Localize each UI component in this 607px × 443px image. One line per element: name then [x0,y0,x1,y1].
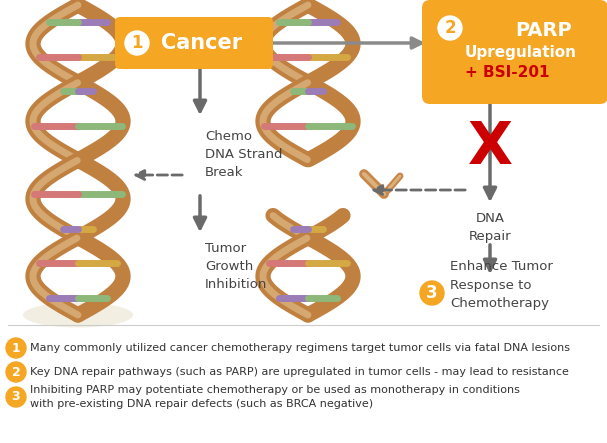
Circle shape [6,362,26,382]
Text: X: X [467,120,512,176]
FancyBboxPatch shape [422,0,607,104]
Text: Cancer: Cancer [161,33,243,53]
Text: 1: 1 [131,34,143,52]
Circle shape [6,338,26,358]
Text: Enhance Tumor
Response to
Chemotherapy: Enhance Tumor Response to Chemotherapy [450,260,553,310]
FancyBboxPatch shape [115,17,273,69]
Text: Chemo
DNA Strand
Break: Chemo DNA Strand Break [205,131,282,179]
Text: 2: 2 [12,365,21,378]
Text: 3: 3 [426,284,438,302]
Text: + BSI-201: + BSI-201 [465,65,549,79]
Circle shape [438,16,462,40]
Circle shape [420,281,444,305]
Circle shape [6,387,26,407]
Text: DNA
Repair: DNA Repair [469,212,511,243]
Text: 1: 1 [12,342,21,354]
Text: Tumor
Growth
Inhibition: Tumor Growth Inhibition [205,242,267,291]
Text: PARP: PARP [515,20,572,39]
Text: 2: 2 [444,19,456,37]
Text: Inhibiting PARP may potentiate chemotherapy or be used as monotherapy in conditi: Inhibiting PARP may potentiate chemother… [30,385,520,408]
Text: Upregulation: Upregulation [465,44,577,59]
Text: 3: 3 [12,390,20,404]
Text: Many commonly utilized cancer chemotherapy regimens target tumor cells via fatal: Many commonly utilized cancer chemothera… [30,343,570,353]
Text: Key DNA repair pathways (such as PARP) are upregulated in tumor cells - may lead: Key DNA repair pathways (such as PARP) a… [30,367,569,377]
Ellipse shape [23,303,133,327]
Circle shape [125,31,149,55]
